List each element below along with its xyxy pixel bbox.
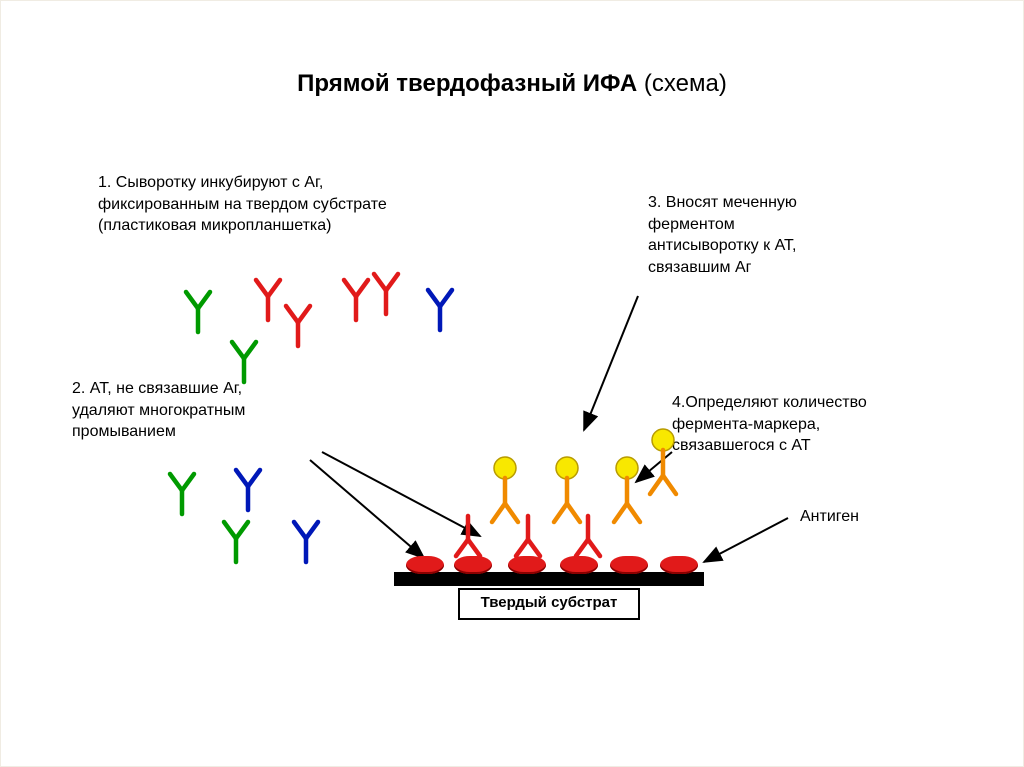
- antibody-icon: [222, 520, 250, 564]
- antibody-icon: [254, 278, 282, 322]
- arrow: [310, 460, 424, 558]
- enzyme-labeled-antibody-icon: [552, 456, 582, 524]
- antibody-icon: [184, 290, 212, 334]
- arrows-layer: [0, 0, 1024, 767]
- antibody-icon: [168, 472, 196, 516]
- arrow: [584, 296, 638, 430]
- diagram-canvas: Прямой твердофазный ИФА (схема) 1. Сывор…: [0, 0, 1024, 767]
- antibody-icon: [342, 278, 370, 322]
- antigen-icon: [508, 556, 546, 574]
- substrate-caption: Твердый субстрат: [481, 594, 618, 611]
- antibody-icon: [426, 288, 454, 332]
- antibody-icon: [372, 272, 400, 316]
- antibody-icon: [292, 520, 320, 564]
- substrate-caption-box: Твердый субстрат: [458, 588, 640, 620]
- antigen-icon: [454, 556, 492, 574]
- antibody-icon: [284, 304, 312, 348]
- bound-primary-antibody-icon: [454, 514, 482, 558]
- enzyme-labeled-antibody-icon: [612, 456, 642, 524]
- antigen-icon: [560, 556, 598, 574]
- enzyme-labeled-antibody-icon: [648, 428, 678, 496]
- enzyme-labeled-antibody-icon: [490, 456, 520, 524]
- antibody-icon: [230, 340, 258, 384]
- arrow: [704, 518, 788, 562]
- antigen-icon: [660, 556, 698, 574]
- antibody-icon: [234, 468, 262, 512]
- solid-substrate-bar: [394, 572, 704, 586]
- antigen-icon: [406, 556, 444, 574]
- antigen-icon: [610, 556, 648, 574]
